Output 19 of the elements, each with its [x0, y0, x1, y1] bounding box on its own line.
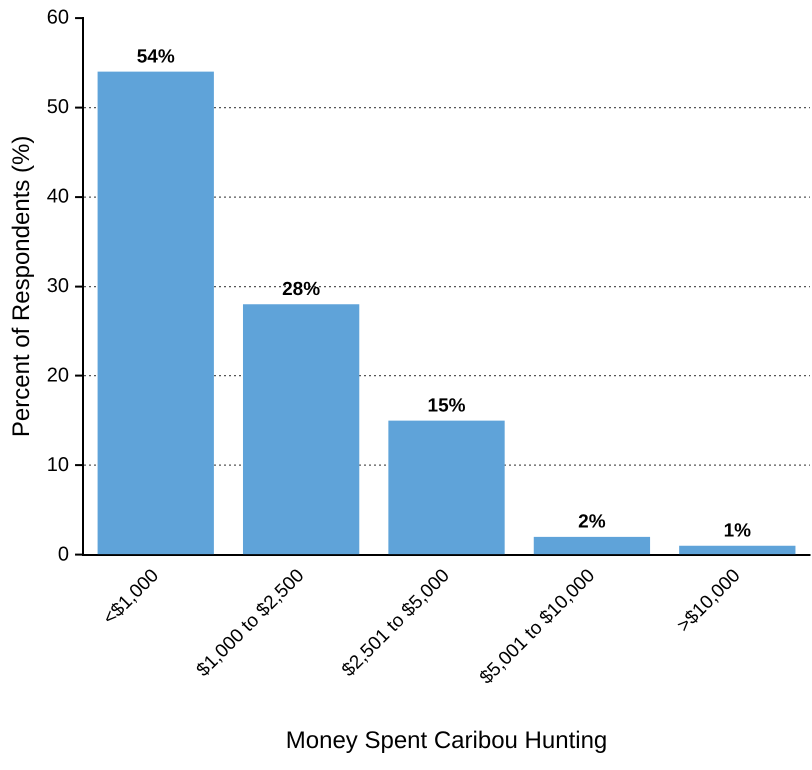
bar — [98, 72, 214, 554]
y-tick-label: 50 — [46, 96, 70, 118]
data-label: 1% — [724, 520, 752, 542]
y-tick-label: 30 — [46, 274, 70, 297]
data-label: 54% — [136, 46, 175, 68]
data-label: 15% — [428, 395, 466, 416]
y-tick-label: 0 — [58, 543, 70, 566]
y-tick-label: 60 — [46, 6, 70, 29]
y-axis-title: Percent of Respondents (%) — [8, 136, 36, 438]
y-tick-label: 10 — [46, 454, 70, 476]
bar — [242, 304, 360, 554]
x-axis-title: Money Spent Caribou Hunting — [286, 727, 608, 754]
bar — [534, 536, 650, 554]
y-tick-label: 40 — [46, 185, 70, 208]
data-label: 28% — [282, 279, 320, 300]
y-tick-label: 20 — [46, 364, 70, 386]
data-label: 2% — [578, 512, 606, 533]
bar — [679, 546, 796, 554]
bar — [388, 420, 505, 554]
